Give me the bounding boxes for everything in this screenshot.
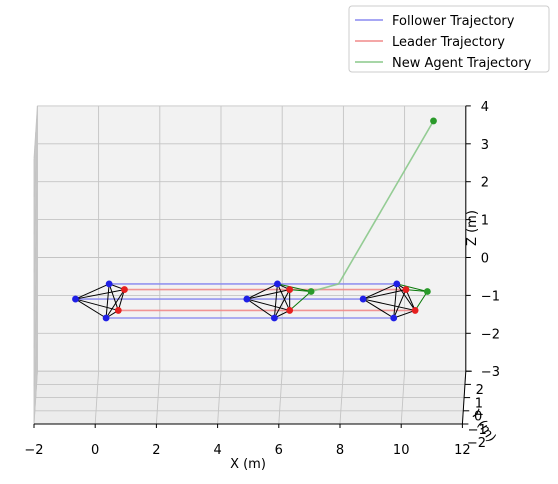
formation-edge [105,289,125,319]
x-tick-label: 12 [454,443,471,458]
new-agent-edge [289,289,312,292]
formation-edge [75,283,110,300]
follower-point [393,280,401,288]
x-tick-label: 0 [91,443,99,458]
leader-point [114,307,122,314]
y-tick-label: −1 [468,423,487,438]
formation-edge [246,283,278,300]
formation-edge [273,283,278,319]
leader-point [286,286,294,293]
formation-edge [405,289,416,311]
z-tick-label: −3 [481,365,500,380]
new-agent-point [307,288,315,295]
formation-edge [117,289,125,311]
leader-point [402,286,410,293]
formation-edge [363,298,416,311]
z-tick-label: −1 [481,289,500,304]
y-axis-line [461,371,467,425]
formation-edge [362,283,397,300]
formation-edge [393,283,398,319]
x-tick-label: 6 [275,443,283,458]
new-agent-trajectory-line [310,120,435,293]
legend-box [348,5,550,73]
formation-edge [75,298,119,311]
new-agent-edge [289,291,312,311]
leader-point [121,286,128,293]
follower-point [243,295,251,303]
formation-edge [393,309,416,319]
formation-edge [276,283,291,311]
follower-point [72,295,79,303]
legend-label-new-agent: New Agent Trajectory [392,56,532,71]
z-tick-label: 2 [481,176,489,191]
formation-edge [363,289,407,300]
agent-points [72,117,437,322]
legend-label-leader: Leader Trajectory [392,35,505,50]
formation-edge [273,289,291,319]
follower-point [390,314,398,322]
formation-edge [396,283,416,311]
formation-edge [246,289,290,300]
formation-edge [108,283,119,311]
axis-lines [33,105,472,428]
x-axis-label: X (m) [230,457,266,472]
new-agent-edge [414,291,428,311]
x-tick-label: 2 [152,443,160,458]
y-tick-label: 1 [475,396,483,411]
z-tick-label: −2 [481,327,500,342]
leader-point [286,307,294,314]
z-tick-label: 4 [481,100,489,115]
z-tick-label: 3 [481,138,489,153]
z-tick-label: 1 [481,214,489,229]
follower-point [274,280,281,288]
x-tick-label: 8 [336,443,344,458]
new-agent-start-point [430,117,437,125]
formation-edge [75,298,107,319]
y-tick-label: 0 [474,410,482,425]
new-agent-point [423,288,431,295]
z-axis-label: Z (m) [465,210,480,246]
formation-edge [393,289,407,319]
new-agent-edge [277,283,312,292]
formation-edges [75,283,428,319]
y-tick-label: 2 [476,383,484,398]
x-tick-label: 4 [213,443,221,458]
formation-edge [246,298,275,319]
x-tick-label: 10 [393,443,410,458]
x-tick-label: −2 [24,443,43,458]
y-tick-label: −2 [467,436,486,451]
follower-point [102,314,110,322]
formation-edge [246,298,290,311]
new-agent-edge [396,283,428,292]
legend-label-follower: Follower Trajectory [392,14,515,29]
leader-point [411,307,419,314]
follower-point [359,295,367,303]
follower-point [105,280,113,288]
legend: Follower Trajectory Leader Trajectory Ne… [348,5,550,73]
back-pane [37,105,466,372]
z-tick-label: 0 [481,252,489,267]
follower-point [270,314,278,322]
formation-edge [362,298,394,319]
formation-edge [105,283,110,319]
new-agent-edge [405,289,428,292]
formation-edge [75,289,125,300]
